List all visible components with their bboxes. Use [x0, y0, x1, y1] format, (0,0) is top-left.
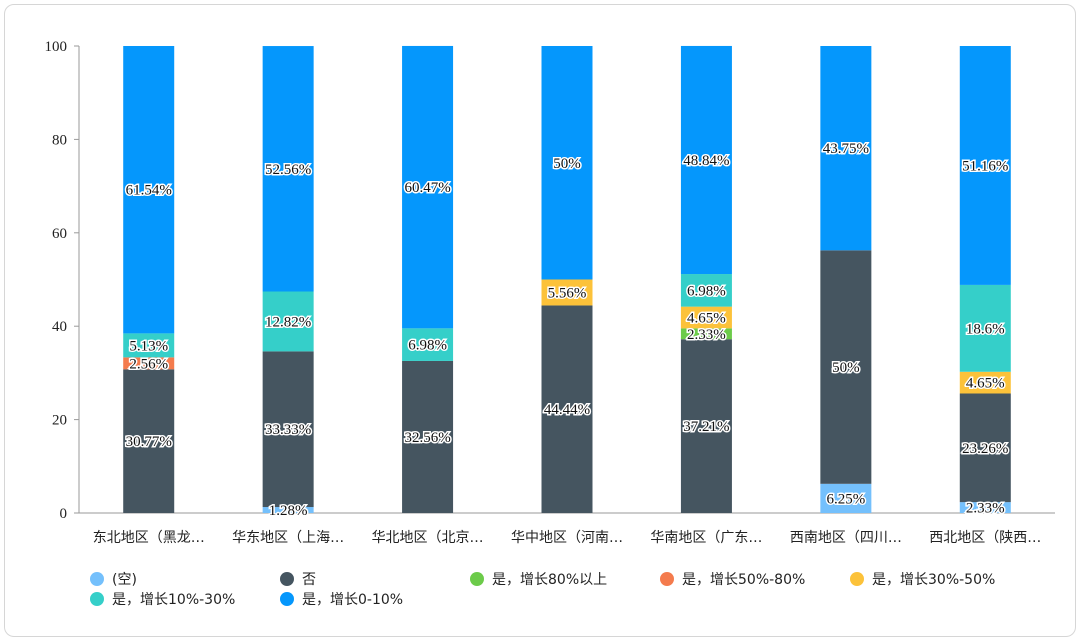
- bar-segment: [959, 502, 1011, 513]
- legend-label: 是，增长50%-80%: [682, 572, 805, 588]
- x-category-label: 西北地区（陕西…: [929, 530, 1041, 546]
- y-tick-label: 20: [52, 413, 67, 429]
- bar-segment: [541, 279, 593, 306]
- bar-segment: [262, 46, 314, 292]
- x-category-label: 华南地区（广东…: [650, 530, 762, 546]
- bar-segment: [959, 371, 1011, 394]
- data-label: 33.33%: [265, 422, 311, 438]
- x-category-label: 华北地区（北京…: [372, 530, 484, 546]
- legend-marker: [280, 592, 294, 606]
- data-label: 30.77%: [126, 434, 172, 450]
- data-label: 60.47%: [404, 180, 450, 196]
- bar-segment: [959, 393, 1011, 503]
- data-label: 5.56%: [548, 285, 587, 301]
- data-label: 48.84%: [683, 153, 729, 169]
- bar-segment: [820, 250, 872, 484]
- data-label: 18.6%: [966, 321, 1005, 337]
- bar-segment: [123, 46, 175, 334]
- legend-marker: [90, 572, 104, 586]
- data-label: 2.33%: [966, 501, 1005, 517]
- legend-label: 否: [302, 572, 316, 588]
- bar-segment: [541, 305, 593, 513]
- bar-segment: [402, 360, 454, 513]
- data-label: 23.26%: [962, 441, 1008, 457]
- y-tick-label: 60: [52, 226, 67, 242]
- x-category-label: 华东地区（上海…: [232, 530, 344, 546]
- data-label: 50%: [832, 360, 860, 376]
- x-category-label: 东北地区（黑龙…: [93, 530, 205, 546]
- data-label: 61.54%: [126, 183, 172, 199]
- data-label: 12.82%: [265, 314, 311, 330]
- data-label: 44.44%: [544, 402, 590, 418]
- data-label: 43.75%: [823, 141, 869, 157]
- data-label: 6.98%: [408, 338, 447, 354]
- legend-label: (空): [112, 572, 137, 588]
- bar-segment: [402, 45, 454, 329]
- bar-segment: [959, 284, 1011, 372]
- bar-segment: [680, 339, 732, 513]
- data-label: 1.28%: [269, 503, 308, 519]
- legend-label: 是，增长30%-50%: [872, 572, 995, 588]
- legend-marker: [660, 572, 674, 586]
- bar-segment: [123, 357, 175, 370]
- y-tick-label: 40: [52, 319, 67, 335]
- legend-label: 是，增长80%以上: [492, 572, 607, 588]
- data-label: 51.16%: [962, 158, 1008, 174]
- x-category-label: 西南地区（四川…: [790, 530, 902, 546]
- x-category-label: 华中地区（河南…: [511, 530, 623, 546]
- y-tick-label: 80: [52, 132, 67, 148]
- legend-marker: [280, 572, 294, 586]
- data-label: 4.65%: [966, 376, 1005, 392]
- data-label: 6.98%: [687, 283, 726, 299]
- bar-segment: [262, 351, 314, 508]
- bar-segment: [680, 306, 732, 329]
- data-label: 2.33%: [687, 327, 726, 343]
- y-tick-label: 100: [45, 39, 68, 55]
- bar-segment: [402, 328, 454, 361]
- data-label: 50%: [553, 156, 581, 172]
- data-label: 37.21%: [683, 419, 729, 435]
- data-label: 5.13%: [129, 338, 168, 354]
- legend-label: 是，增长10%-30%: [112, 592, 235, 608]
- bar-segment: [262, 507, 314, 513]
- bar-segment: [680, 328, 732, 340]
- legend-marker: [470, 572, 484, 586]
- legend-label: 是，增长0-10%: [302, 592, 403, 608]
- bar-segment: [680, 45, 732, 275]
- data-label: 32.56%: [404, 430, 450, 446]
- data-label: 4.65%: [687, 310, 726, 326]
- legend-marker: [90, 592, 104, 606]
- bar-segment: [820, 46, 872, 251]
- data-label: 52.56%: [265, 162, 311, 178]
- bar-segment: [959, 46, 1011, 285]
- bar-segment: [541, 46, 593, 280]
- bar-segment: [680, 274, 732, 307]
- bar-segment: [123, 369, 175, 513]
- bar-segment: [820, 483, 872, 513]
- data-label: 6.25%: [826, 491, 865, 507]
- data-label: 2.56%: [129, 356, 168, 372]
- bar-segment: [262, 291, 314, 352]
- y-tick-label: 0: [60, 506, 68, 522]
- legend-marker: [850, 572, 864, 586]
- chart-frame: [4, 4, 1076, 637]
- bar-segment: [123, 333, 175, 358]
